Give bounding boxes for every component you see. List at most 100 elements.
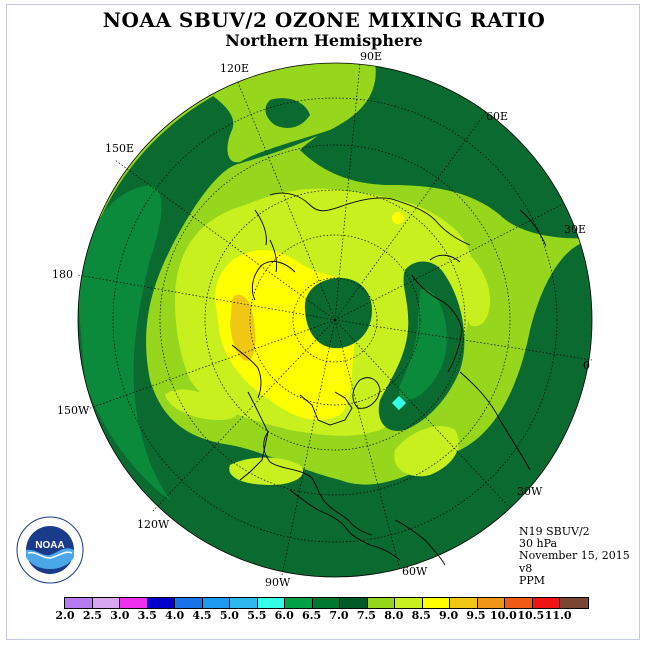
lon-label-150e: 150E bbox=[105, 142, 135, 155]
info-satellite: N19 SBUV/2 bbox=[519, 525, 590, 538]
colorbar-label: 8.5 bbox=[411, 609, 431, 622]
coastline-japan bbox=[254, 209, 278, 273]
lon-label-150w: 150W bbox=[57, 404, 90, 417]
ozone-region-5-5 bbox=[391, 395, 407, 411]
colorbar-swatch bbox=[367, 598, 395, 608]
colorbar-label: 6.0 bbox=[274, 609, 294, 622]
lon-label-120w: 120W bbox=[137, 518, 170, 531]
colorbar-swatch bbox=[505, 598, 533, 608]
colorbar-swatch bbox=[285, 598, 313, 608]
info-units: PPM bbox=[519, 573, 546, 587]
colorbar-label: 11.0 bbox=[544, 609, 572, 622]
lon-label-90e: 90E bbox=[360, 50, 383, 63]
colorbar-swatch bbox=[147, 598, 175, 608]
colorbar-labels: 2.0 2.5 3.0 3.5 4.0 4.5 5.0 5.5 6.0 6.5 7.0 7.5 8.0 8… bbox=[50, 609, 610, 623]
lon-label-90w: 90W bbox=[265, 576, 291, 589]
colorbar-label: 5.5 bbox=[247, 609, 267, 622]
map-outline bbox=[77, 62, 593, 578]
colorbar-swatch bbox=[340, 598, 368, 608]
coastline-alaska bbox=[231, 344, 262, 399]
coastline-central-america bbox=[289, 489, 401, 561]
colorbar-label: 7.5 bbox=[356, 609, 376, 622]
colorbar-swatch bbox=[120, 598, 148, 608]
colorbar-label: 2.5 bbox=[82, 609, 102, 622]
info-version: v8 bbox=[519, 561, 533, 575]
ozone-region-9-0 bbox=[230, 294, 256, 361]
logo-text: NOAA bbox=[35, 540, 64, 551]
colorbar-swatch bbox=[312, 598, 340, 608]
coastline-south-america bbox=[394, 519, 446, 566]
colorbar-label: 10.0 bbox=[489, 609, 517, 622]
lon-label-0: 0 bbox=[583, 359, 590, 372]
colorbar-label: 5.0 bbox=[219, 609, 239, 622]
colorbar-label: 3.5 bbox=[137, 609, 157, 622]
colorbar-label: 9.0 bbox=[439, 609, 459, 622]
meridian-120e bbox=[236, 79, 336, 321]
colorbar-label: 4.5 bbox=[192, 609, 212, 622]
lon-label-60e: 60E bbox=[486, 110, 509, 123]
frame bbox=[6, 4, 640, 640]
meridian-60w bbox=[334, 319, 401, 571]
colorbar-swatch bbox=[202, 598, 230, 608]
ozone-region-8-0-east bbox=[455, 245, 490, 327]
latitude-circles bbox=[112, 97, 558, 543]
colorbar-label: 7.0 bbox=[329, 609, 349, 622]
colorbar-label: 9.5 bbox=[466, 609, 486, 622]
colorbar-swatch bbox=[92, 598, 120, 608]
ozone-region-6-5-tongue bbox=[399, 289, 447, 401]
page-subtitle: Northern Hemisphere bbox=[225, 31, 423, 50]
lon-label-60w: 60W bbox=[402, 565, 428, 578]
lon-label-180: 180 bbox=[52, 268, 73, 281]
colorbar-swatch bbox=[532, 598, 560, 608]
ozone-region-8-0-pacific bbox=[165, 389, 237, 420]
ozone-region-7-5-pacific bbox=[148, 317, 179, 395]
info-date: November 15, 2015 bbox=[519, 549, 630, 563]
ozone-region-8-0-south bbox=[229, 457, 304, 485]
meridian-150w bbox=[84, 319, 336, 411]
colorbar-swatch bbox=[477, 598, 505, 608]
colorbar-label: 8.0 bbox=[384, 609, 404, 622]
meridian-90w bbox=[281, 319, 336, 576]
meridian-120w bbox=[151, 319, 336, 513]
noaa-logo: NOAA bbox=[16, 516, 84, 584]
coastline-europe bbox=[411, 254, 463, 373]
colorbar-label: 2.0 bbox=[55, 609, 75, 622]
latitude-circle-80 bbox=[292, 277, 378, 363]
info-block: N19 SBUV/2 30 hPa November 15, 2015 v8 P… bbox=[519, 525, 630, 587]
colorbar-label: 4.0 bbox=[165, 609, 185, 622]
info-level: 30 hPa bbox=[519, 537, 558, 551]
colorbar-swatch bbox=[257, 598, 285, 608]
lon-label-30w: 30W bbox=[517, 485, 543, 498]
meridian-30e bbox=[334, 203, 564, 321]
ozone-region-vortex bbox=[304, 278, 372, 349]
meridian-90e bbox=[334, 62, 361, 321]
ozone-region-6-5-left bbox=[78, 185, 170, 500]
coastline-arabia bbox=[519, 209, 547, 247]
meridian-180 bbox=[77, 274, 336, 321]
lon-label-30e: 30E bbox=[564, 223, 587, 236]
meridians bbox=[77, 62, 593, 576]
ozone-region-7-0-asia bbox=[265, 98, 310, 128]
ozone-region-7-0-ne bbox=[300, 63, 590, 239]
colorbar-swatch bbox=[175, 598, 203, 608]
colorbar bbox=[64, 597, 589, 609]
page-title: NOAA SBUV/2 OZONE MIXING RATIO bbox=[102, 8, 546, 32]
latitude-circle-40 bbox=[112, 97, 558, 543]
coastlines bbox=[231, 192, 547, 566]
latitude-circle-70 bbox=[249, 234, 421, 406]
coastline-asia bbox=[251, 192, 471, 301]
colorbar-swatch bbox=[450, 598, 478, 608]
meridian-30w bbox=[334, 319, 511, 509]
colorbar-swatch bbox=[395, 598, 423, 608]
meridian-60e bbox=[334, 111, 487, 321]
lon-label-120e: 120E bbox=[220, 62, 250, 75]
ozone-region-7-0-outer bbox=[78, 63, 592, 577]
colorbar-swatch bbox=[422, 598, 450, 608]
coastline-greenland bbox=[352, 377, 381, 409]
colorbar-swatch bbox=[230, 598, 258, 608]
ozone-region-8-5-north bbox=[392, 212, 404, 224]
colorbar-swatch bbox=[560, 598, 588, 608]
latitude-circle-60 bbox=[204, 189, 466, 451]
